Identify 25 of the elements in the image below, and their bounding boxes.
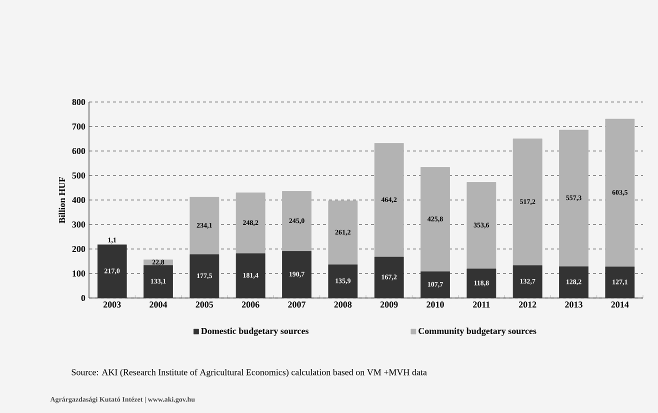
legend-label: Community budgetary sources: [418, 328, 536, 336]
x-tick-label: 2012: [518, 302, 536, 308]
y-tick-label: 700: [72, 123, 86, 130]
y-tick-label: 100: [72, 270, 86, 277]
y-tick-label: 200: [72, 246, 86, 252]
x-tick-label: 2010: [426, 302, 444, 308]
source-note: Source: AKI (Research Institute of Agricultural Economics) calculation based on VM +MVH data: [72, 368, 427, 378]
legend-label: Domestic budgetary sources: [201, 328, 309, 336]
y-tick-label: 400: [72, 196, 86, 204]
x-tick-label: 2006: [242, 302, 260, 308]
y-tick-label: 0: [81, 294, 86, 302]
x-tick-label: 2007: [288, 302, 306, 308]
x-tick-label: 2008: [334, 302, 352, 308]
x-tick-label: 2003: [103, 302, 121, 308]
y-tick-label: 800: [72, 98, 86, 106]
y-tick-label: 600: [72, 148, 86, 154]
x-tick-label: 2014: [611, 302, 629, 308]
x-tick-label: 2005: [196, 302, 214, 308]
x-tick-label: 2011: [473, 302, 490, 308]
x-tick-label: 2009: [380, 302, 398, 308]
y-tick-label: 300: [72, 221, 86, 228]
y-axis-title: Billion HUF: [58, 177, 66, 224]
y-tick-label: 500: [72, 172, 86, 179]
x-tick-label: 2013: [565, 302, 582, 308]
x-tick-label: 2004: [150, 302, 168, 308]
